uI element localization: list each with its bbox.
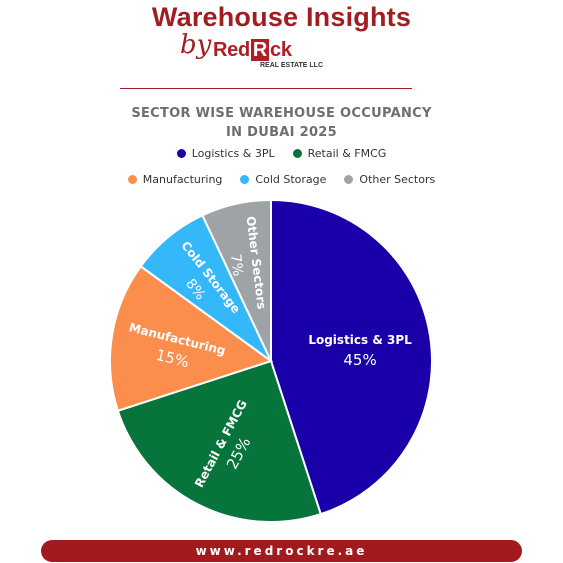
header-divider: [120, 88, 412, 89]
slice-name-logistics-3pl: Logistics & 3PL: [308, 333, 412, 347]
legend-label-other: Other Sectors: [359, 173, 436, 186]
legend-dot-logistics: [176, 149, 186, 158]
page-title: Warehouse Insights: [151, 2, 412, 32]
logo-subtitle: REAL ESTATE LLC: [260, 62, 323, 69]
legend-label-retail: Retail & FMCG: [307, 147, 387, 160]
pie-slice-retail-fmcg: [116, 359, 323, 523]
legend-dot-manufacturing: [127, 175, 137, 184]
pie-slice-other-sectors: [201, 198, 272, 362]
legend-label-manufacturing: Manufacturing: [142, 173, 223, 186]
website-link[interactable]: www.redrockre.ae: [41, 540, 522, 562]
legend-label-cold-storage: Cold Storage: [255, 173, 327, 186]
subtitle-line-1: SECTOR WISE WAREHOUSE OCCUPANCY: [131, 106, 432, 121]
subtitle-line-2: IN DUBAI 2025: [225, 125, 337, 140]
byline: by: [180, 30, 212, 60]
legend-item-logistics: Logistics & 3PL: [176, 147, 275, 160]
legend-label-logistics: Logistics & 3PL: [191, 147, 275, 160]
legend-dot-cold-storage: [240, 175, 250, 184]
logo-boxed-letter: R: [250, 39, 270, 61]
logo-suffix: ck: [270, 39, 292, 61]
slice-value-other-sectors: 7%: [227, 253, 246, 277]
legend-dot-retail: [292, 149, 302, 158]
legend-row-1: Logistics & 3PL Retail & FMCG: [0, 147, 563, 160]
legend-dot-other: [344, 175, 354, 184]
legend-row-2: Manufacturing Cold Storage Other Sectors: [0, 173, 563, 186]
slice-label-group-logistics-3pl: Logistics & 3PL 45%: [308, 333, 412, 369]
pie-slice-manufacturing: [109, 264, 274, 413]
logo-prefix: Red: [213, 39, 250, 61]
chart-subtitle: SECTOR WISE WAREHOUSE OCCUPANCY IN DUBAI…: [0, 104, 563, 142]
legend-item-cold-storage: Cold Storage: [240, 173, 326, 186]
legend-item-retail: Retail & FMCG: [292, 147, 387, 160]
pie-slice-logistics-3pl: [270, 198, 433, 516]
legend-item-manufacturing: Manufacturing: [127, 173, 223, 186]
legend-item-other: Other Sectors: [344, 173, 435, 186]
slice-value-logistics-3pl: 45%: [343, 351, 376, 369]
